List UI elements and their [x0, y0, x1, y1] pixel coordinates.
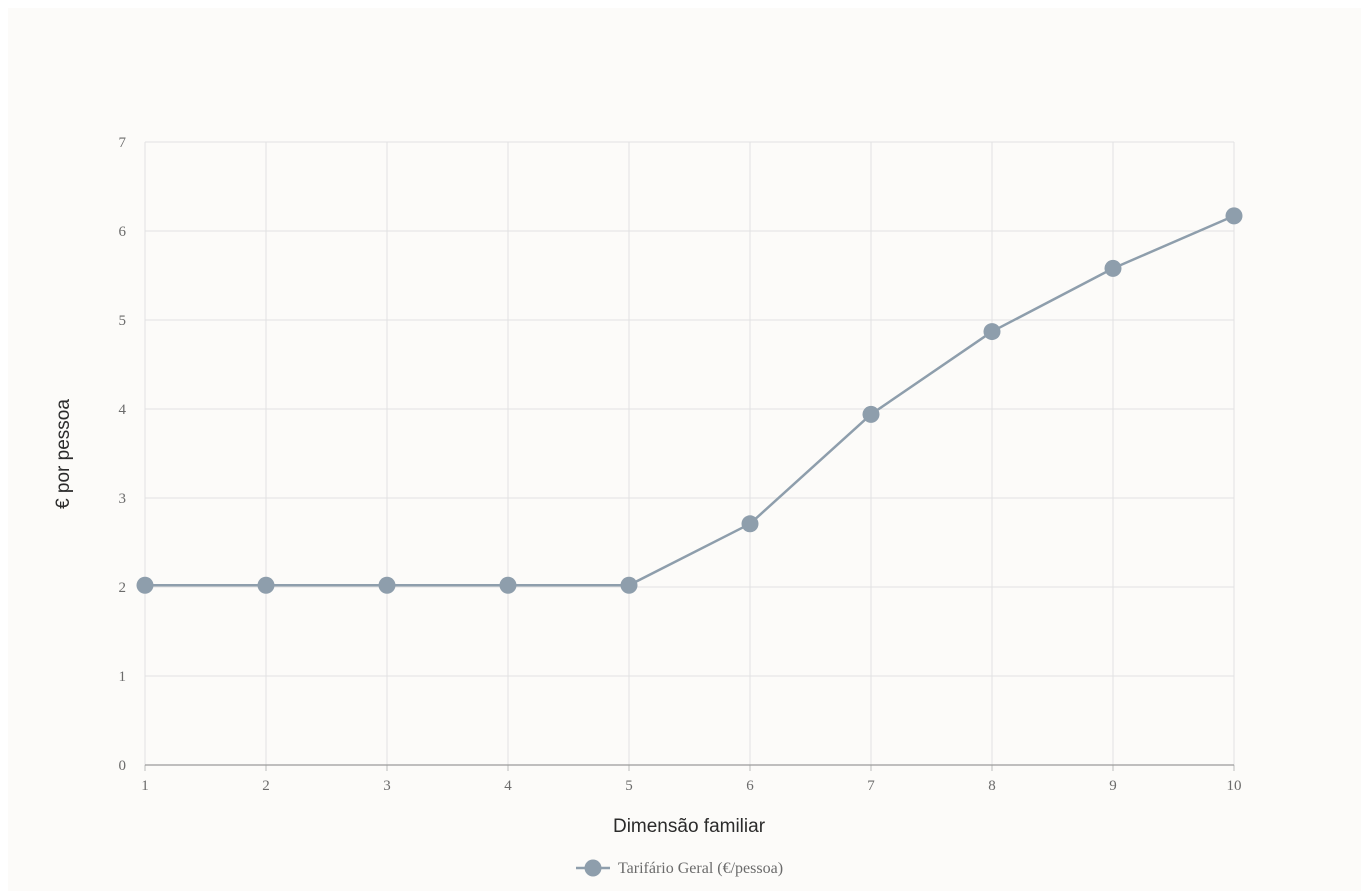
- x-tick-label: 3: [383, 778, 391, 794]
- axes: [144, 764, 1235, 771]
- legend[interactable]: Tarifário Geral (€/pessoa): [576, 859, 783, 878]
- data-point: [862, 405, 880, 423]
- y-axis-title: € por pessoa: [53, 399, 74, 509]
- y-tick-label: 4: [119, 402, 127, 418]
- data-point: [1225, 207, 1243, 225]
- x-tick-label: 10: [1227, 778, 1242, 794]
- x-axis-title: Dimensão familiar: [613, 816, 766, 837]
- y-tick-label: 2: [119, 580, 127, 596]
- grid-lines: [144, 141, 1235, 765]
- y-tick-label: 6: [119, 224, 127, 240]
- legend-swatch-marker: [584, 859, 602, 877]
- y-tick-label: 0: [119, 758, 127, 774]
- data-point: [983, 323, 1001, 341]
- x-tick-label: 6: [746, 778, 754, 794]
- y-axis-ticks: 0 1 2 3 4 5 6 7: [119, 135, 127, 774]
- data-point: [378, 576, 396, 594]
- x-axis-ticks: 1 2 3 4 5 6 7 8 9 10: [141, 778, 1241, 794]
- data-point: [620, 576, 638, 594]
- x-tick-label: 2: [262, 778, 270, 794]
- x-tick-label: 7: [867, 778, 875, 794]
- data-point: [499, 576, 517, 594]
- x-tick-label: 5: [625, 778, 633, 794]
- y-tick-label: 3: [119, 491, 127, 507]
- x-tick-label: 9: [1109, 778, 1117, 794]
- chart-panel: [8, 8, 1361, 891]
- data-point: [257, 576, 275, 594]
- x-tick-label: 8: [988, 778, 996, 794]
- data-point: [1104, 259, 1122, 277]
- legend-label: Tarifário Geral (€/pessoa): [618, 860, 783, 877]
- y-tick-label: 1: [119, 669, 127, 685]
- data-point: [741, 515, 759, 533]
- data-points: [136, 207, 1243, 594]
- y-tick-label: 7: [119, 135, 127, 151]
- series-layer: [145, 214, 1235, 587]
- y-tick-label: 5: [119, 313, 127, 329]
- series-line: [145, 214, 1235, 587]
- x-tick-label: 4: [504, 778, 512, 794]
- x-tick-label: 1: [141, 778, 149, 794]
- data-point: [136, 576, 154, 594]
